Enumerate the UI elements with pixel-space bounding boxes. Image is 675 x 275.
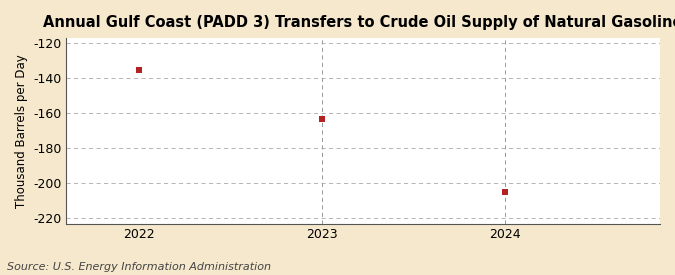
Y-axis label: Thousand Barrels per Day: Thousand Barrels per Day [15, 54, 28, 208]
Title: Annual Gulf Coast (PADD 3) Transfers to Crude Oil Supply of Natural Gasoline: Annual Gulf Coast (PADD 3) Transfers to … [43, 15, 675, 30]
Text: Source: U.S. Energy Information Administration: Source: U.S. Energy Information Administ… [7, 262, 271, 272]
